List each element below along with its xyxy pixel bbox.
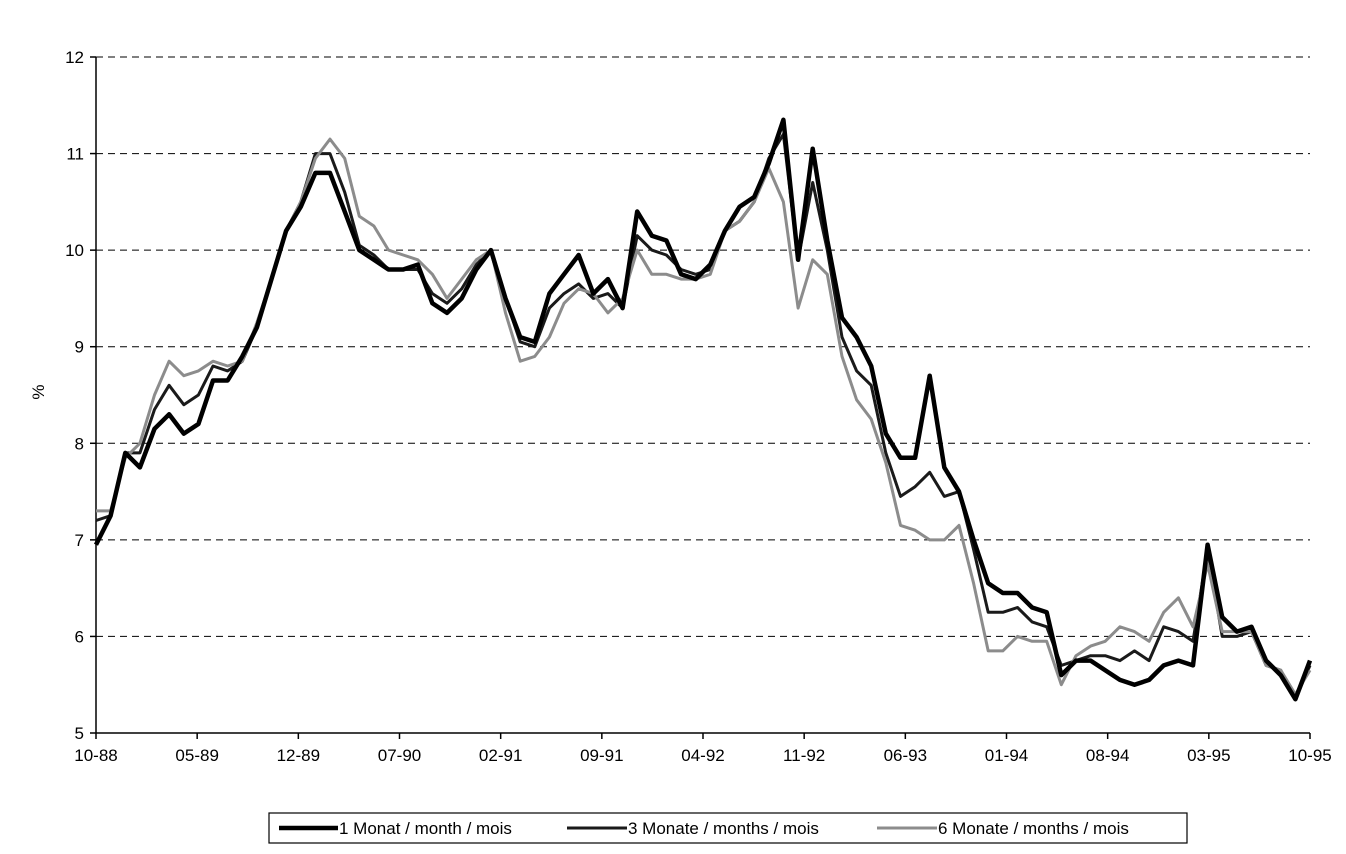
x-tick-label: 10-95: [1288, 746, 1331, 765]
x-tick-label: 12-89: [277, 746, 320, 765]
x-tick-label: 01-94: [985, 746, 1028, 765]
y-tick-label: 7: [75, 531, 84, 550]
x-tick-label: 05-89: [175, 746, 218, 765]
x-tick-label: 06-93: [884, 746, 927, 765]
x-tick-label: 08-94: [1086, 746, 1129, 765]
series-line-2: [95, 132, 1312, 701]
x-tick-label: 02-91: [479, 746, 522, 765]
x-tick-label: 11-92: [783, 746, 825, 765]
x-tick-label: 03-95: [1187, 746, 1230, 765]
y-axis-ticks: 5 6 7 8 9 10 11 12: [65, 48, 96, 743]
legend-label-1: 1 Monat / month / mois: [339, 819, 512, 838]
y-axis-label: %: [29, 384, 48, 399]
legend-box: [268, 812, 1188, 844]
x-tick-label: 09-91: [580, 746, 623, 765]
x-tick-label: 04-92: [681, 746, 724, 765]
x-axis-ticks: 10-88 05-89 12-89 07-90 02-91 09-91 04-92 11-92…: [74, 733, 1332, 765]
gridlines: [96, 56, 1310, 637]
series-lines: [93, 117, 1313, 702]
y-tick-label: 11: [66, 145, 84, 164]
y-tick-label: 10: [65, 241, 84, 260]
y-tick-label: 12: [65, 48, 84, 67]
series-line-1: [93, 117, 1313, 702]
legend-label-2: 3 Monate / months / mois: [628, 819, 819, 838]
x-tick-label: 10-88: [74, 746, 117, 765]
legend: 1 Monat / month / mois 3 Monate / months …: [268, 812, 1188, 844]
series-line-3: [96, 137, 1312, 696]
y-tick-label: 6: [75, 627, 84, 646]
y-tick-label: 8: [75, 434, 84, 453]
legend-label-3: 6 Monate / months / mois: [938, 819, 1129, 838]
x-tick-label: 07-90: [378, 746, 421, 765]
y-tick-label: 9: [75, 338, 84, 357]
y-tick-label: 5: [75, 724, 84, 743]
axes: [95, 57, 1310, 734]
